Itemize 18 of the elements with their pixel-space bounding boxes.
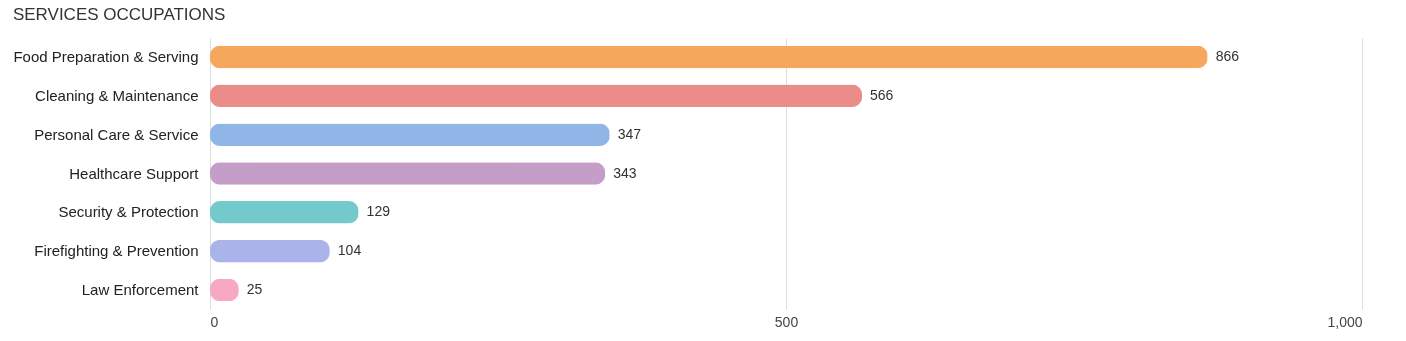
y-tick-label: Personal Care & Service: [34, 125, 199, 143]
y-tick-label: Security & Protection: [58, 203, 199, 221]
data-label: 129: [366, 203, 391, 220]
x-tick-label: 0: [210, 313, 219, 330]
data-label: 866: [1215, 48, 1240, 65]
y-tick-label: Food Preparation & Serving: [13, 48, 199, 66]
y-tick-label: Law Enforcement: [81, 280, 200, 298]
data-label: 343: [613, 164, 637, 181]
data-label: 104: [337, 242, 362, 259]
data-label: 347: [617, 125, 642, 142]
data-label: 566: [870, 86, 894, 103]
data-label: 25: [246, 280, 263, 297]
x-tick-label: 500: [774, 313, 799, 330]
y-tick-label: Healthcare Support: [69, 164, 200, 182]
x-tick-label: 1,000: [1327, 313, 1363, 330]
y-tick-label: Cleaning & Maintenance: [35, 86, 199, 104]
y-tick-label: Firefighting & Prevention: [34, 242, 199, 260]
chart-title: SERVICES OCCUPATIONS: [12, 5, 226, 24]
